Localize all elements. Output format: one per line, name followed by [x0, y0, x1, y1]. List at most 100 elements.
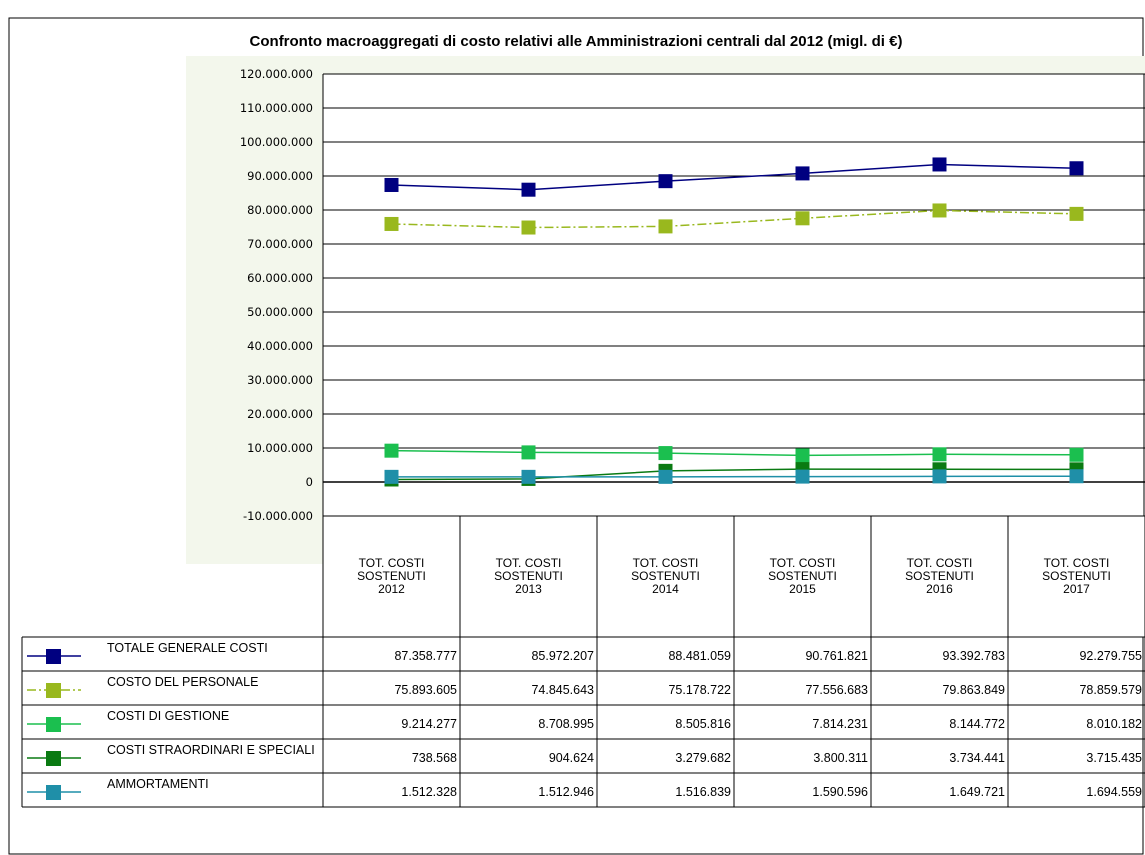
category-label: TOT. COSTI	[1044, 556, 1110, 570]
data-value-label: 88.481.059	[668, 649, 731, 663]
series-line	[391, 209, 1077, 229]
data-point-marker	[384, 216, 399, 231]
data-value-label: 3.734.441	[949, 751, 1005, 765]
data-value-label: 1.516.839	[675, 785, 731, 799]
category-label: SOSTENUTI	[357, 569, 426, 583]
category-label: 2017	[1063, 582, 1090, 596]
data-point-marker	[521, 220, 536, 235]
y-tick-label: 10.000.000	[247, 441, 313, 455]
data-point-marker	[521, 469, 536, 484]
data-point-marker	[658, 446, 673, 461]
data-value-label: 8.144.772	[949, 717, 1005, 731]
category-label: SOSTENUTI	[1042, 569, 1111, 583]
legend-label: COSTO DEL PERSONALE	[107, 675, 258, 689]
data-point-marker	[384, 177, 399, 192]
data-point-marker	[658, 469, 673, 484]
category-label: 2012	[378, 582, 405, 596]
data-point-marker	[521, 445, 536, 460]
legend-label: TOTALE GENERALE COSTI	[107, 641, 268, 655]
data-point-marker	[1069, 206, 1084, 221]
legend-label: COSTI STRAORDINARI E SPECIALI	[107, 743, 315, 757]
data-value-label: 90.761.821	[805, 649, 868, 663]
y-tick-label: 60.000.000	[247, 271, 313, 285]
category-label: TOT. COSTI	[770, 556, 836, 570]
data-point-marker	[1069, 161, 1084, 176]
data-point-marker	[932, 157, 947, 172]
data-value-label: 8.708.995	[538, 717, 594, 731]
data-point-marker	[932, 469, 947, 484]
data-value-label: 87.358.777	[394, 649, 457, 663]
data-value-label: 1.512.946	[538, 785, 594, 799]
data-point-marker	[932, 203, 947, 218]
y-tick-label: 80.000.000	[247, 203, 313, 217]
data-point-marker	[795, 211, 810, 226]
y-tick-label: 20.000.000	[247, 407, 313, 421]
y-tick-label: 90.000.000	[247, 169, 313, 183]
series-line	[391, 449, 1077, 457]
data-point-marker	[795, 469, 810, 484]
legend-marker	[46, 751, 61, 766]
category-label: 2016	[926, 582, 953, 596]
data-value-label: 79.863.849	[942, 683, 1005, 697]
series-line	[391, 475, 1077, 478]
data-value-label: 1.649.721	[949, 785, 1005, 799]
data-point-marker	[658, 174, 673, 189]
y-tick-label: 0	[306, 475, 313, 489]
legend-label: AMMORTAMENTI	[107, 777, 209, 791]
y-tick-label: 30.000.000	[247, 373, 313, 387]
data-point-marker	[521, 182, 536, 197]
y-tick-label: 100.000.000	[240, 135, 313, 149]
data-value-label: 8.505.816	[675, 717, 731, 731]
category-label: SOSTENUTI	[494, 569, 563, 583]
data-value-label: 77.556.683	[805, 683, 868, 697]
data-value-label: 904.624	[549, 751, 594, 765]
category-label: 2013	[515, 582, 542, 596]
y-tick-label: 50.000.000	[247, 305, 313, 319]
data-value-label: 78.859.579	[1079, 683, 1142, 697]
legend-marker	[46, 785, 61, 800]
category-label: SOSTENUTI	[631, 569, 700, 583]
y-tick-label: 110.000.000	[240, 101, 313, 115]
plot-area	[323, 74, 1145, 516]
category-label: SOSTENUTI	[768, 569, 837, 583]
data-point-marker	[384, 443, 399, 458]
data-value-label: 75.893.605	[394, 683, 457, 697]
legend-label: COSTI DI GESTIONE	[107, 709, 229, 723]
data-point-marker	[1069, 469, 1084, 484]
data-value-label: 3.279.682	[675, 751, 731, 765]
y-tick-label: 40.000.000	[247, 339, 313, 353]
data-value-label: 93.392.783	[942, 649, 1005, 663]
data-value-label: 92.279.755	[1079, 649, 1142, 663]
data-value-label: 75.178.722	[668, 683, 731, 697]
y-tick-label: -10.000.000	[243, 509, 313, 523]
category-label: 2014	[652, 582, 679, 596]
data-point-marker	[795, 448, 810, 463]
legend-marker	[46, 649, 61, 664]
legend-marker	[46, 717, 61, 732]
data-value-label: 8.010.182	[1086, 717, 1142, 731]
category-label: TOT. COSTI	[496, 556, 562, 570]
data-value-label: 9.214.277	[401, 717, 457, 731]
data-value-label: 1.512.328	[401, 785, 457, 799]
data-point-marker	[1069, 447, 1084, 462]
category-label: SOSTENUTI	[905, 569, 974, 583]
chart-title: Confronto macroaggregati di costo relati…	[250, 33, 903, 50]
data-value-label: 1.590.596	[812, 785, 868, 799]
legend-marker	[46, 683, 61, 698]
series-line	[391, 163, 1077, 191]
category-label: TOT. COSTI	[633, 556, 699, 570]
y-tick-label: 70.000.000	[247, 237, 313, 251]
data-point-marker	[795, 166, 810, 181]
data-point-marker	[384, 469, 399, 484]
category-label: TOT. COSTI	[359, 556, 425, 570]
data-value-label: 7.814.231	[812, 717, 868, 731]
series-line	[391, 468, 1077, 481]
data-value-label: 74.845.643	[531, 683, 594, 697]
data-value-label: 85.972.207	[531, 649, 594, 663]
data-point-marker	[932, 447, 947, 462]
data-point-marker	[658, 219, 673, 234]
data-value-label: 1.694.559	[1086, 785, 1142, 799]
y-tick-label: 120.000.000	[240, 67, 313, 81]
